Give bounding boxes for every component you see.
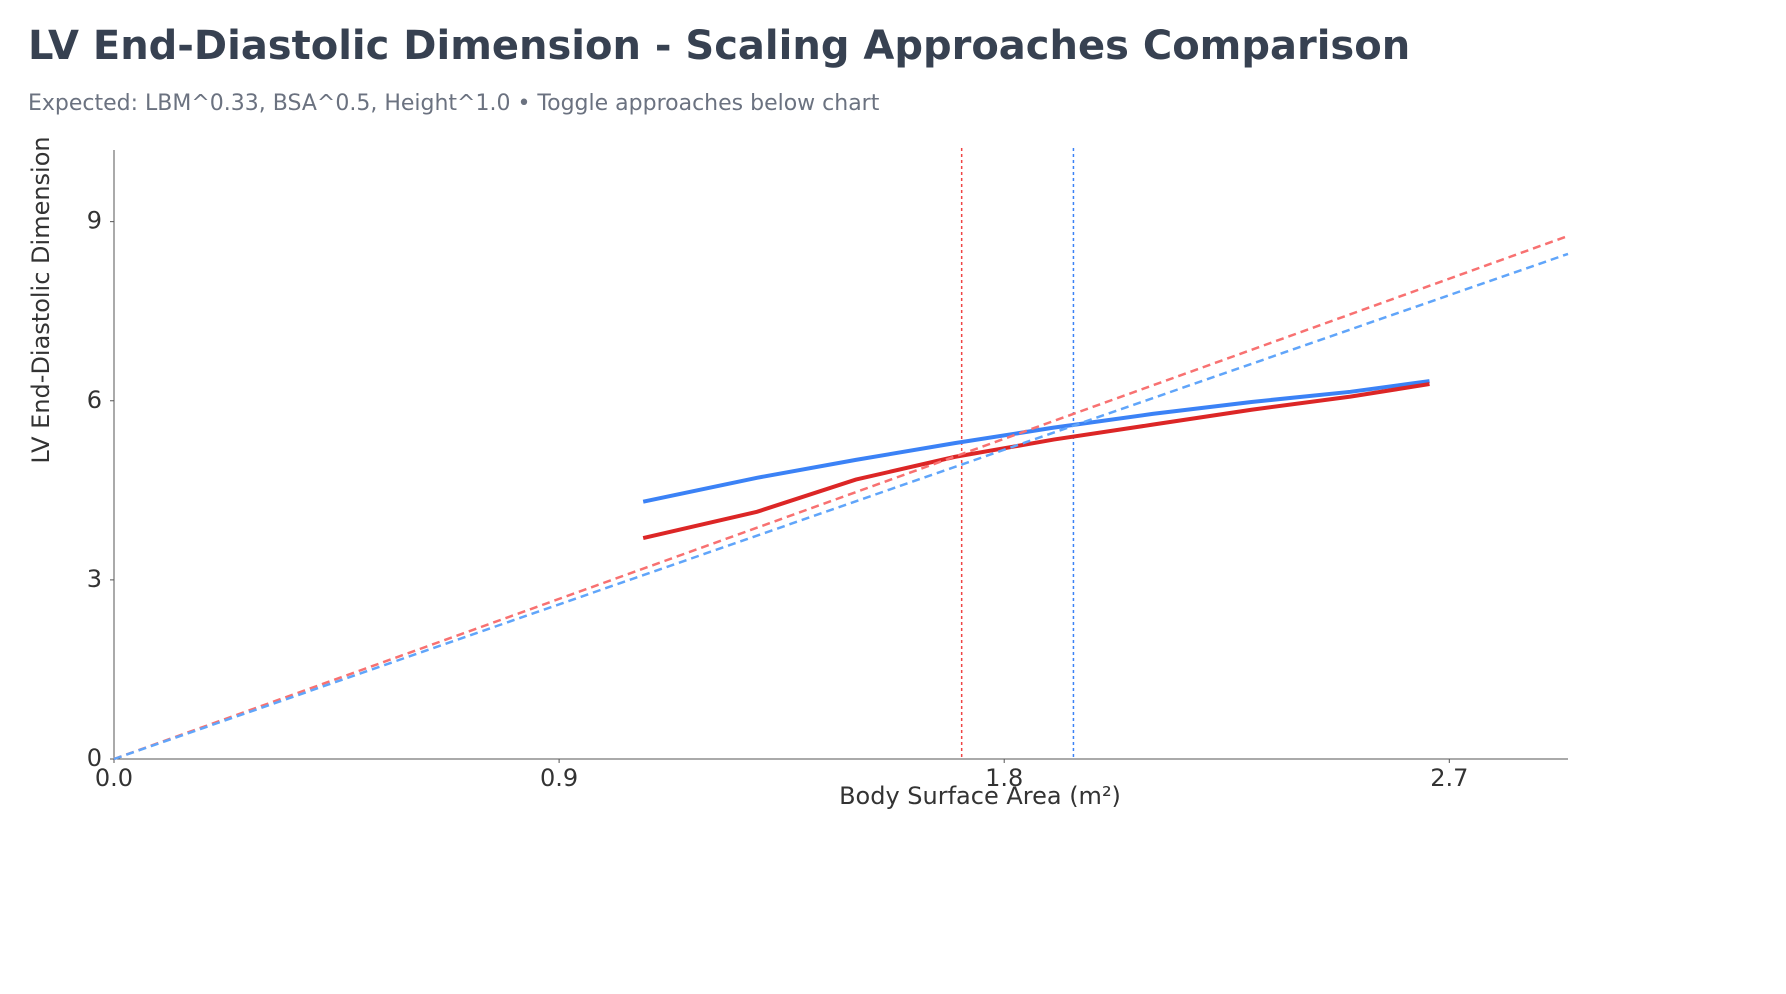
y-tick-label: 0 <box>87 744 102 772</box>
y-tick-label: 9 <box>87 207 102 235</box>
x-tick-label: 0.9 <box>540 764 578 792</box>
y-tick-label: 6 <box>87 386 102 414</box>
x-tick-label: 2.7 <box>1430 764 1468 792</box>
trend-line <box>113 252 1569 761</box>
trend-line <box>113 234 1569 761</box>
data-line <box>642 382 1430 541</box>
x-axis-title: Body Surface Area (m²) <box>839 782 1121 810</box>
y-axis-title: LV End-Diastolic Dimension <box>27 136 55 463</box>
data-line <box>642 379 1430 504</box>
chart-subtitle: Expected: LBM^0.33, BSA^0.5, Height^1.0 … <box>28 91 880 116</box>
y-tick-label: 3 <box>87 565 102 593</box>
x-tick-label: 0.0 <box>95 764 133 792</box>
x-tick-label: 1.8 <box>985 764 1023 792</box>
chart-title: LV End-Diastolic Dimension - Scaling App… <box>28 23 1410 69</box>
